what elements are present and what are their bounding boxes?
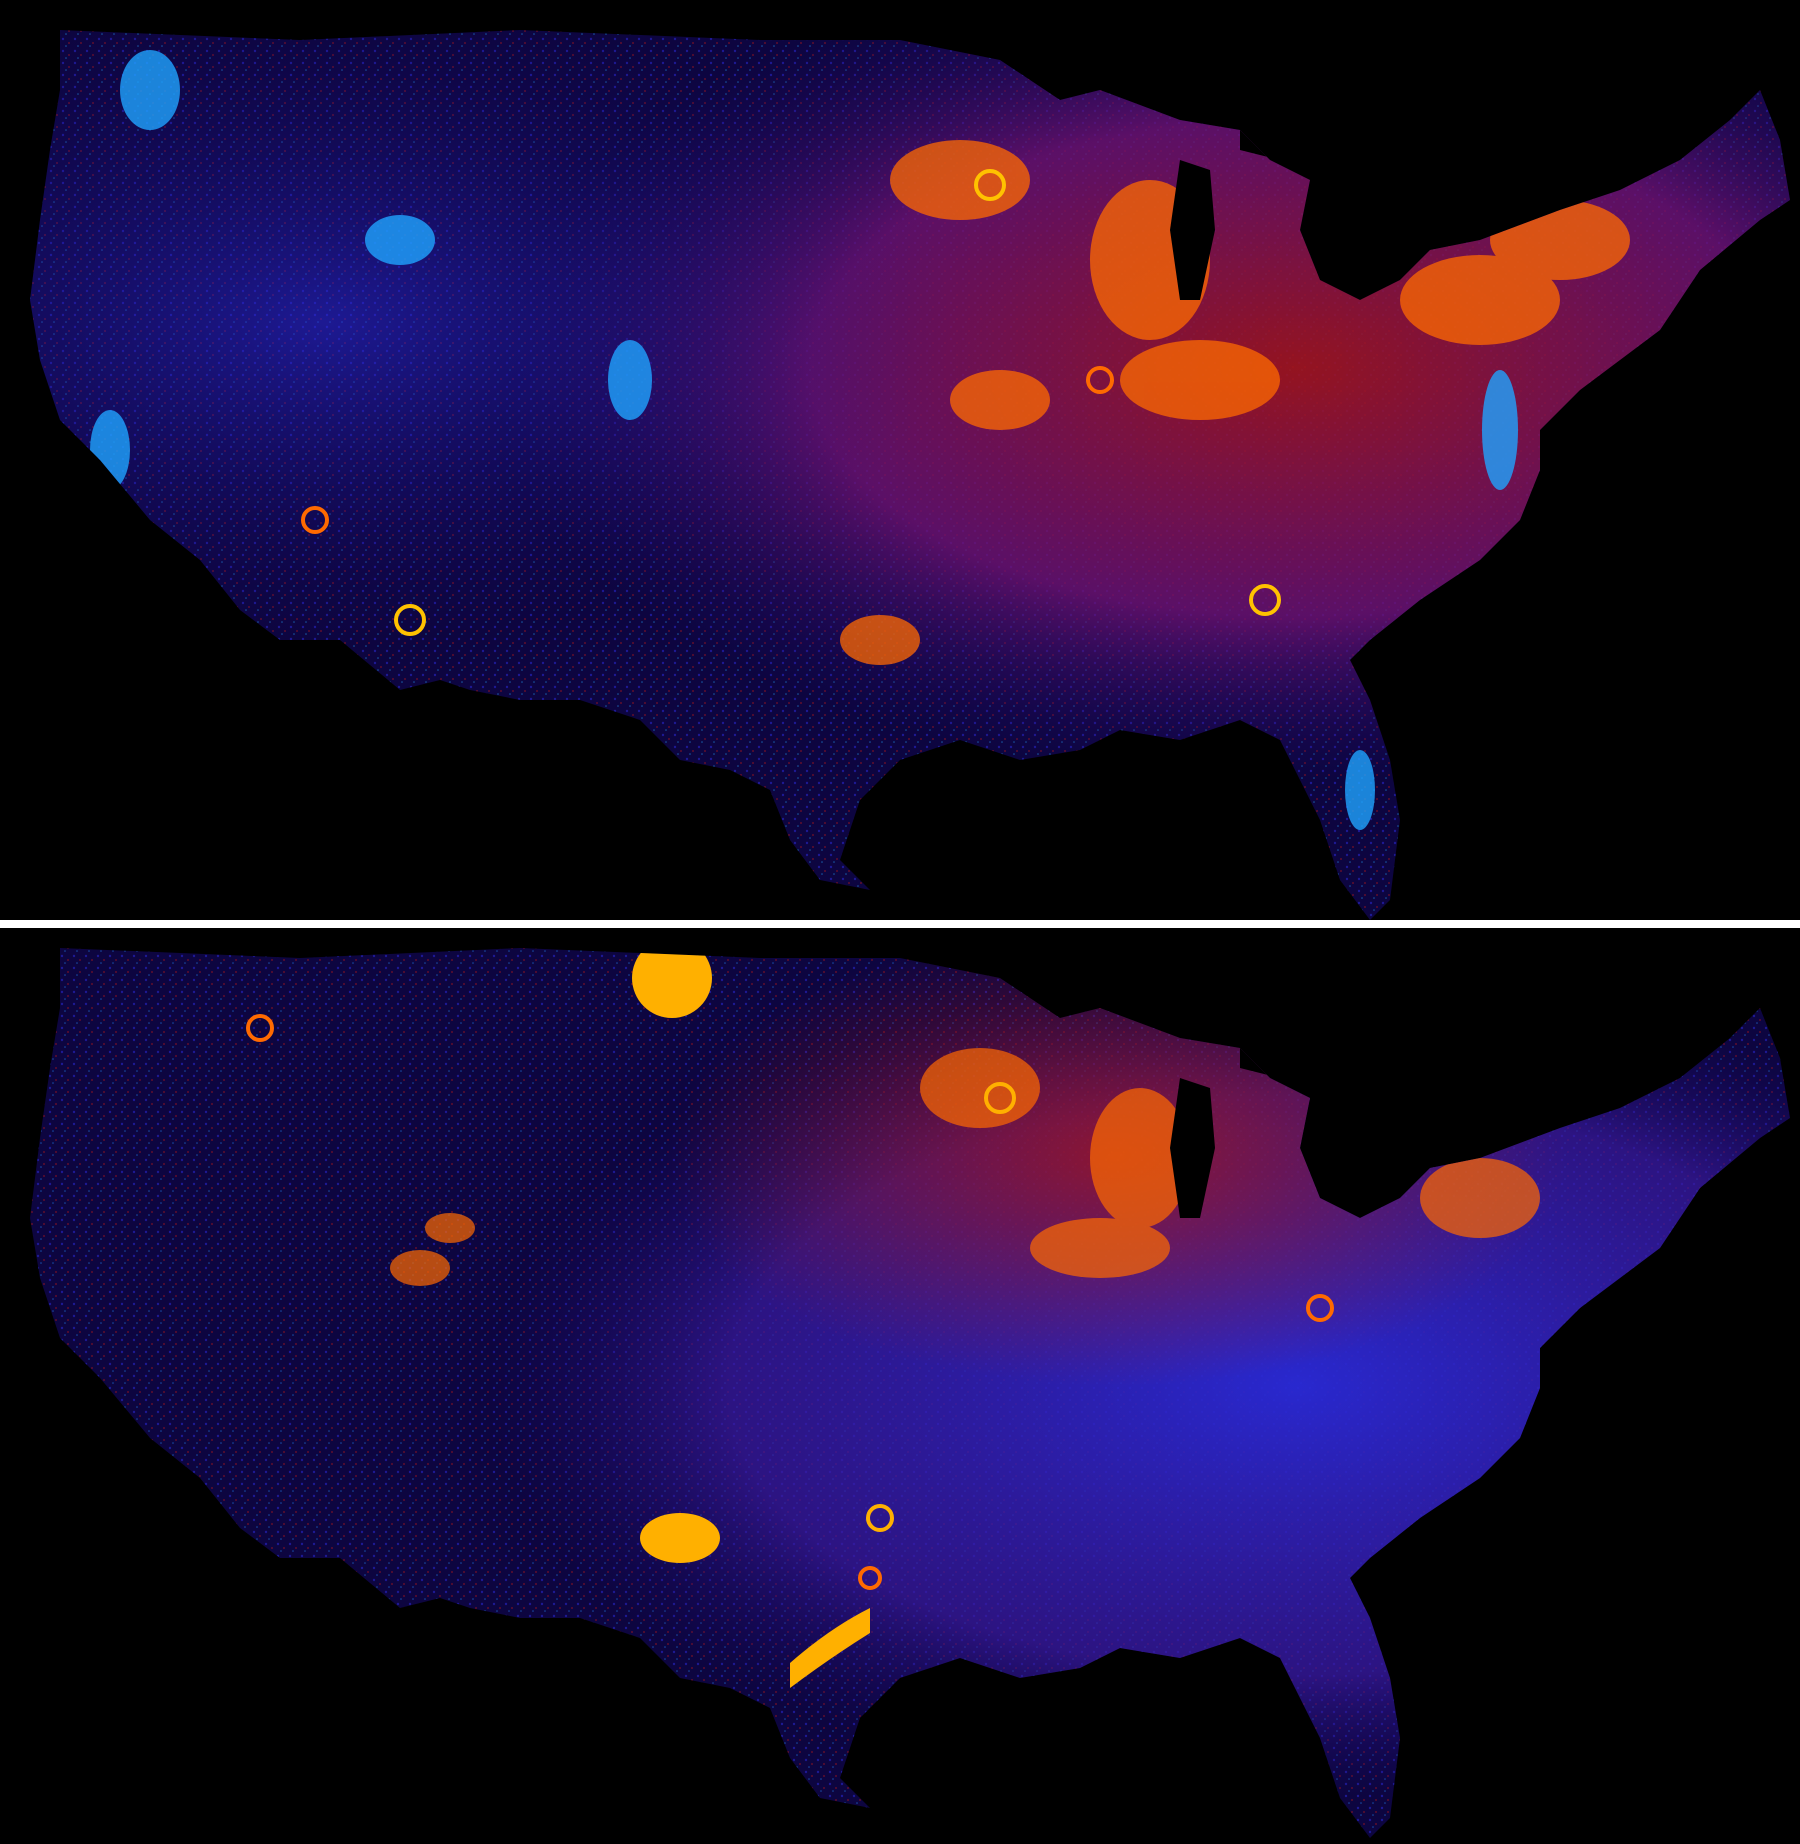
cyan-clusters-top — [90, 50, 1518, 830]
panel-divider — [0, 920, 1800, 928]
us-heatmap-bottom — [0, 928, 1800, 1844]
us-heatmap-top — [0, 0, 1800, 920]
bright-yellow-patches — [632, 948, 870, 1688]
map-panel-top — [0, 0, 1800, 920]
map-panel-bottom — [0, 928, 1800, 1844]
city-rings-bottom — [246, 1014, 1334, 1590]
city-rings-top — [301, 169, 1281, 636]
hotspots-bottom — [390, 1048, 1540, 1286]
